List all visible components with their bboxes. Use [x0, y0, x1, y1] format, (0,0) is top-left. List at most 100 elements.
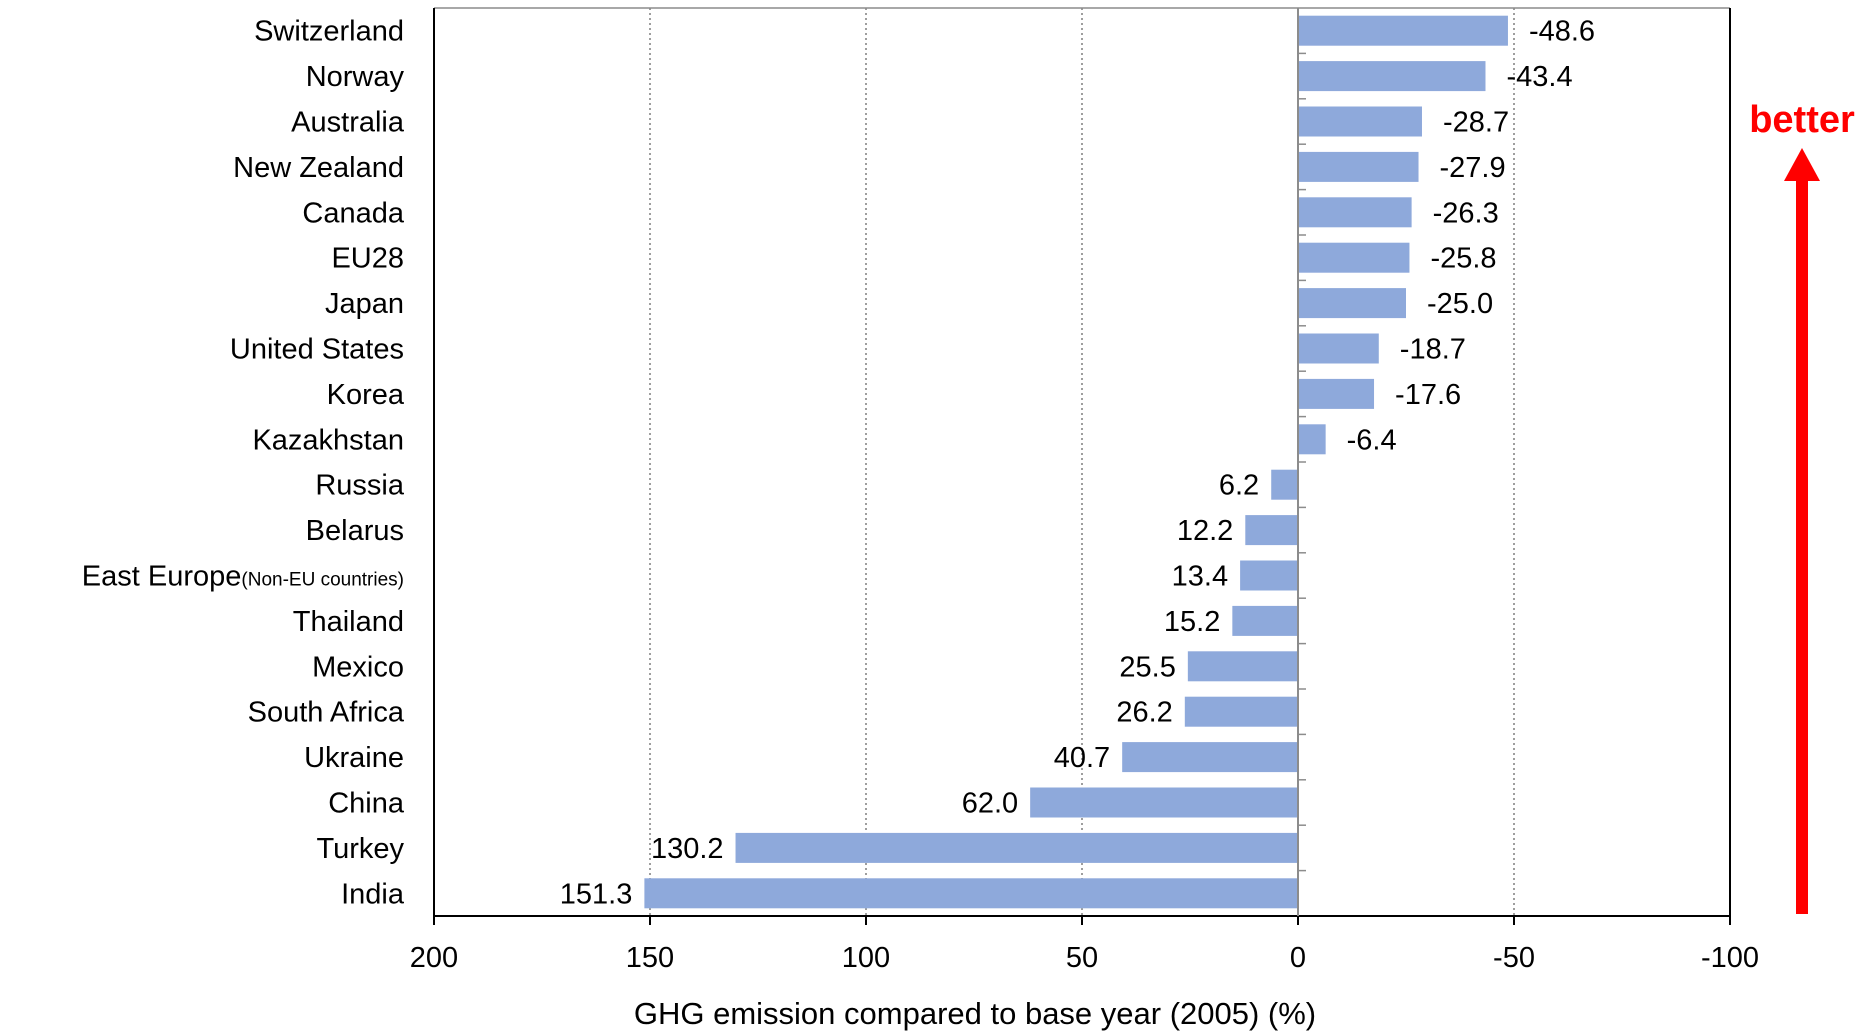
value-label: 25.5 [1119, 651, 1175, 683]
category-name: Turkey [316, 833, 404, 865]
bar [735, 832, 1298, 863]
category-name: Kazakhstan [252, 424, 404, 456]
value-label: 151.3 [560, 878, 633, 910]
bar [1298, 61, 1486, 92]
bar [1298, 106, 1422, 137]
category-label: EU28 [331, 243, 404, 275]
category-label: Mexico [312, 651, 404, 683]
x-tick-label: 100 [842, 942, 890, 974]
value-label: -26.3 [1433, 197, 1499, 229]
value-label: -25.0 [1427, 288, 1493, 320]
value-label: 62.0 [962, 788, 1018, 820]
bar [1122, 742, 1298, 773]
value-label: 26.2 [1116, 697, 1172, 729]
better-annotation: better [1749, 99, 1855, 914]
x-tick-label: -100 [1701, 942, 1759, 974]
category-name: United States [230, 334, 404, 366]
category-name: Japan [325, 288, 404, 320]
category-label: Belarus [306, 515, 404, 547]
category-label: India [341, 878, 405, 910]
category-label: Canada [302, 197, 404, 229]
category-name: Mexico [312, 651, 404, 683]
x-tick-label: 0 [1290, 942, 1306, 974]
category-name: East Europe [82, 561, 242, 593]
value-label: -48.6 [1529, 16, 1595, 48]
category-label: New Zealand [233, 152, 404, 184]
bar [1240, 560, 1298, 591]
category-name: South Africa [248, 697, 405, 729]
value-label: 12.2 [1177, 515, 1233, 547]
value-label: 6.2 [1219, 470, 1259, 502]
category-name: Korea [327, 379, 405, 411]
category-label: Thailand [293, 606, 404, 638]
category-label: United States [230, 334, 404, 366]
bar [1298, 288, 1406, 319]
better-label: better [1749, 99, 1855, 141]
category-label: Norway [306, 61, 405, 93]
category-name: New Zealand [233, 152, 404, 184]
value-label: 130.2 [651, 833, 724, 865]
category-label: Australia [291, 107, 405, 139]
value-label: -27.9 [1440, 152, 1506, 184]
category-name: Switzerland [254, 16, 404, 48]
category-name: Norway [306, 61, 405, 93]
value-label: 15.2 [1164, 606, 1220, 638]
category-label: Kazakhstan [252, 424, 404, 456]
value-label: -28.7 [1443, 107, 1509, 139]
category-name: Thailand [293, 606, 404, 638]
value-label: -43.4 [1506, 61, 1572, 93]
bar [1298, 378, 1375, 409]
category-label: Korea [327, 379, 405, 411]
bars [644, 15, 1508, 909]
x-tick-label: 200 [410, 942, 458, 974]
category-label: Turkey [316, 833, 404, 865]
bar [1298, 15, 1508, 46]
better-arrow-shaft [1796, 180, 1808, 914]
bar [1030, 787, 1298, 818]
category-label: South Africa [248, 697, 405, 729]
category-name: Ukraine [304, 742, 404, 774]
value-label: -6.4 [1347, 424, 1397, 456]
bar [1298, 242, 1410, 273]
value-label: 40.7 [1054, 742, 1110, 774]
category-labels: Switzerland Norway Australia New Zealand Can… [82, 16, 405, 911]
x-tick-label: 150 [626, 942, 674, 974]
category-label: East Europe(Non-EU countries) [82, 561, 404, 593]
category-label: China [328, 788, 405, 820]
category-label: Switzerland [254, 16, 404, 48]
category-name: Canada [302, 197, 404, 229]
better-arrow-head [1784, 148, 1820, 181]
x-tick-labels: 200 150 100 50 0 -50 -100 [410, 942, 1759, 974]
category-suffix: (Non-EU countries) [241, 570, 404, 591]
bar [644, 878, 1298, 909]
category-label: Japan [325, 288, 404, 320]
value-labels: -48.6 -43.4 -28.7 -27.9 -26.3 -25.8 -25.0 -18.7… [560, 16, 1595, 911]
bar [1298, 197, 1412, 228]
category-name: India [341, 878, 405, 910]
bar [1298, 424, 1326, 455]
bar [1271, 469, 1298, 500]
bar [1184, 696, 1298, 727]
category-label: Ukraine [304, 742, 404, 774]
bar [1187, 651, 1298, 682]
x-tick-label: 50 [1066, 942, 1098, 974]
bar [1298, 151, 1419, 182]
category-label: Russia [315, 470, 405, 502]
value-label: 13.4 [1172, 561, 1228, 593]
x-axis-label: GHG emission compared to base year (2005… [634, 996, 1316, 1031]
tick-marks [433, 52, 1731, 925]
category-name: Australia [291, 107, 405, 139]
grid-lines [649, 8, 1515, 916]
bar [1298, 333, 1379, 364]
x-tick-label: -50 [1493, 942, 1535, 974]
category-name: Belarus [306, 515, 404, 547]
value-label: -18.7 [1400, 334, 1466, 366]
category-name: EU28 [331, 243, 404, 275]
bar [1245, 515, 1298, 546]
value-label: -25.8 [1430, 243, 1496, 275]
category-name: Russia [315, 470, 405, 502]
value-label: -17.6 [1395, 379, 1461, 411]
category-name: China [328, 788, 405, 820]
bar [1232, 605, 1298, 636]
